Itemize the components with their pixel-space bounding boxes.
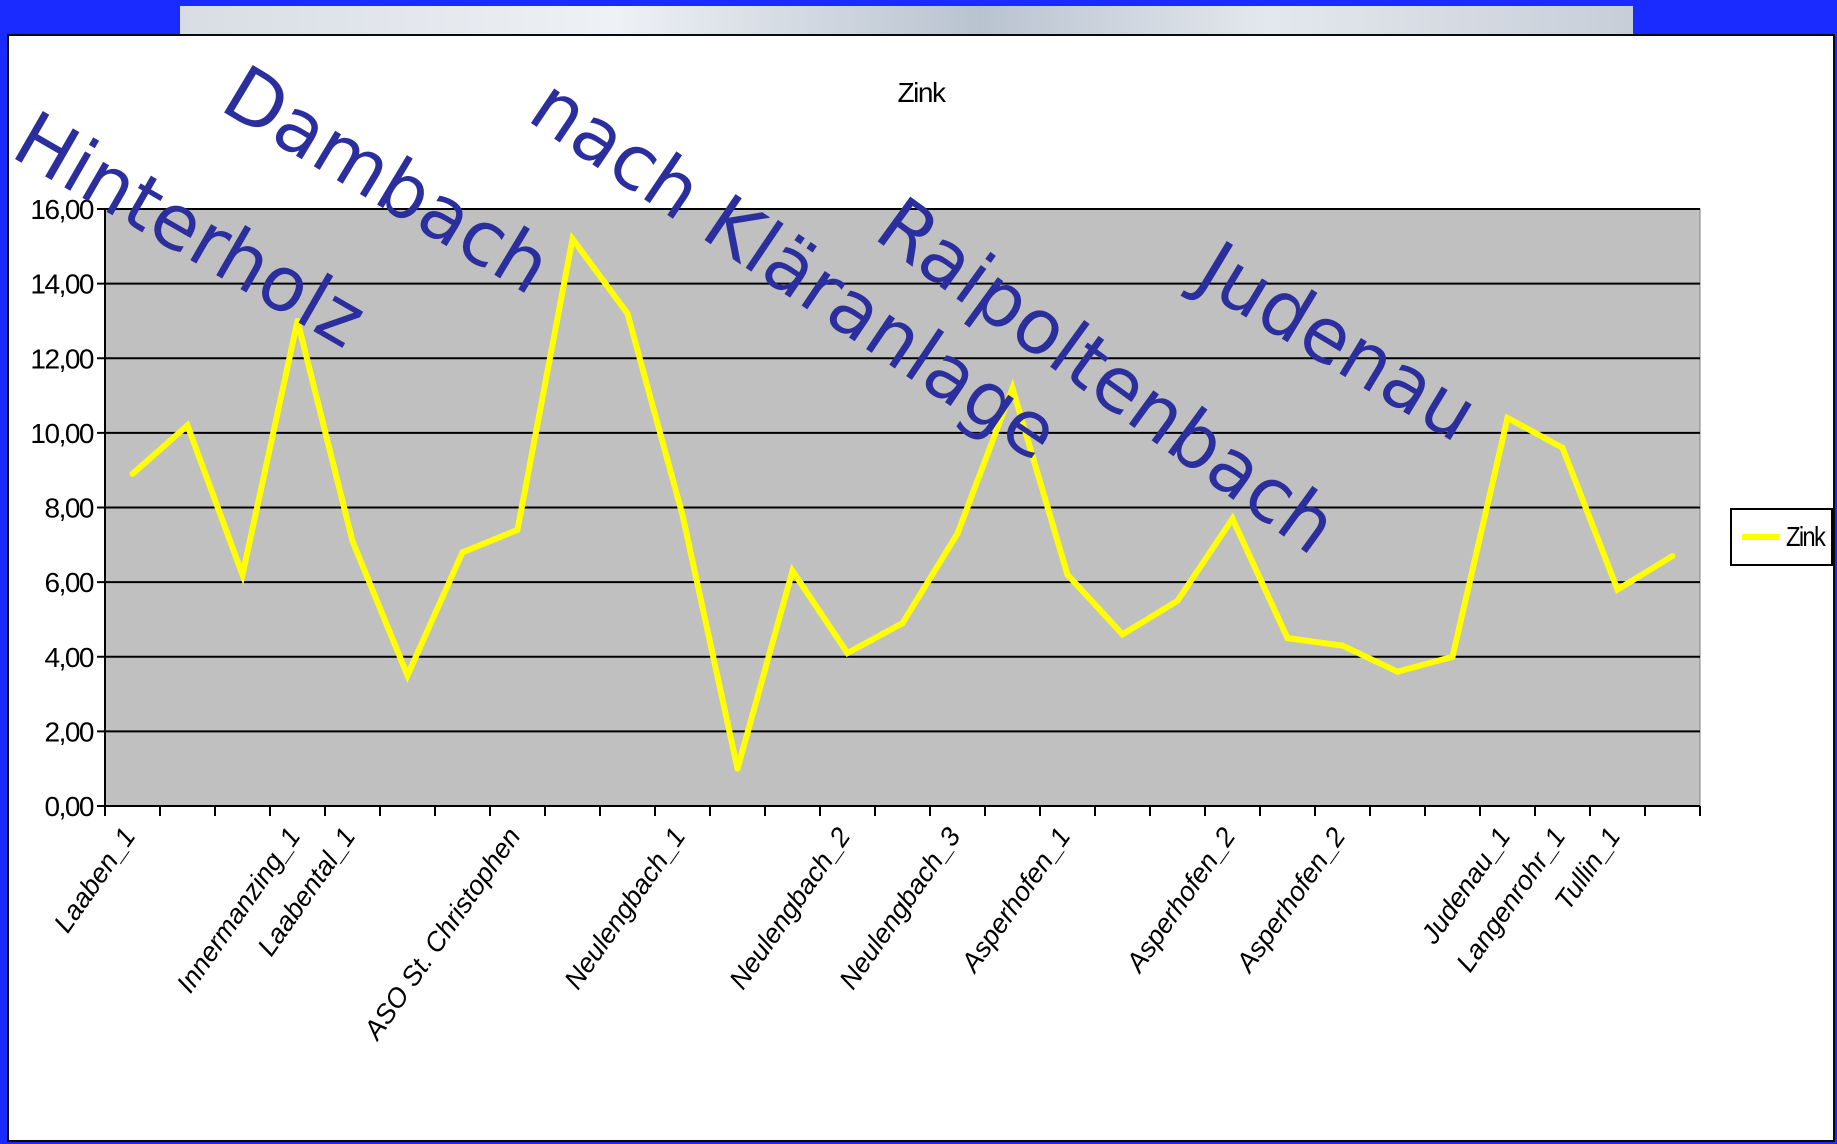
- data-point: [1009, 385, 1016, 392]
- background-photo-strip: [180, 6, 1633, 38]
- data-point: [1449, 653, 1456, 660]
- data-point: [1339, 642, 1346, 649]
- x-tick-label: Asperhofen_2: [1119, 822, 1241, 979]
- x-tick-label: Asperhofen_2: [1229, 822, 1351, 979]
- data-point: [789, 567, 796, 574]
- data-point: [1229, 515, 1236, 522]
- y-tick-label: 14,00: [30, 269, 93, 300]
- y-tick-label: 12,00: [30, 343, 93, 374]
- y-tick-label: 8,00: [45, 493, 94, 524]
- y-tick-label: 0,00: [45, 791, 94, 822]
- data-point: [1119, 631, 1126, 638]
- y-tick-label: 2,00: [45, 716, 94, 747]
- data-point: [459, 549, 466, 556]
- data-point: [294, 317, 301, 324]
- data-point: [844, 650, 851, 656]
- data-point: [734, 765, 741, 772]
- legend-swatch: [1742, 534, 1781, 540]
- x-tick-label: Laaben_1: [48, 822, 141, 938]
- data-point: [1174, 597, 1181, 604]
- x-tick-label: Neulengbach_1: [558, 822, 691, 994]
- data-point: [129, 470, 136, 477]
- data-point: [184, 422, 191, 429]
- data-point: [514, 526, 521, 533]
- line-chart: 0,00 2,00 4,00 6,00 8,00 10,00 12,00 14,00 16,00…: [9, 48, 1701, 1046]
- data-point: [404, 672, 411, 679]
- data-point: [1394, 668, 1401, 675]
- data-point: [1614, 586, 1621, 593]
- x-tick-label: Neulengbach_3: [833, 822, 966, 994]
- y-tick-label: 16,00: [30, 194, 93, 225]
- data-point: [1559, 444, 1566, 451]
- data-point: [1504, 414, 1511, 421]
- data-point: [679, 512, 686, 518]
- x-tick-label: ASO St. Christophen: [357, 822, 526, 1046]
- data-point: [569, 235, 576, 242]
- data-point: [1669, 553, 1676, 559]
- y-tick-label: 10,00: [30, 418, 93, 449]
- y-tick-label: 4,00: [45, 642, 94, 673]
- x-tick-label: Asperhofen_1: [954, 822, 1076, 979]
- chart-title: Zink: [898, 77, 947, 108]
- chart-slide: 0,00 2,00 4,00 6,00 8,00 10,00 12,00 14,00 16,00…: [7, 34, 1835, 1142]
- data-point: [624, 310, 631, 317]
- data-point: [1064, 571, 1071, 578]
- data-point: [349, 538, 356, 545]
- legend: Zink: [1730, 508, 1833, 566]
- data-point: [1284, 635, 1291, 642]
- y-tick-label: 6,00: [45, 567, 94, 598]
- data-point: [239, 571, 246, 578]
- data-point: [954, 530, 961, 537]
- legend-label: Zink: [1786, 521, 1826, 552]
- data-point: [899, 620, 906, 627]
- x-tick-label: Neulengbach_2: [723, 822, 856, 994]
